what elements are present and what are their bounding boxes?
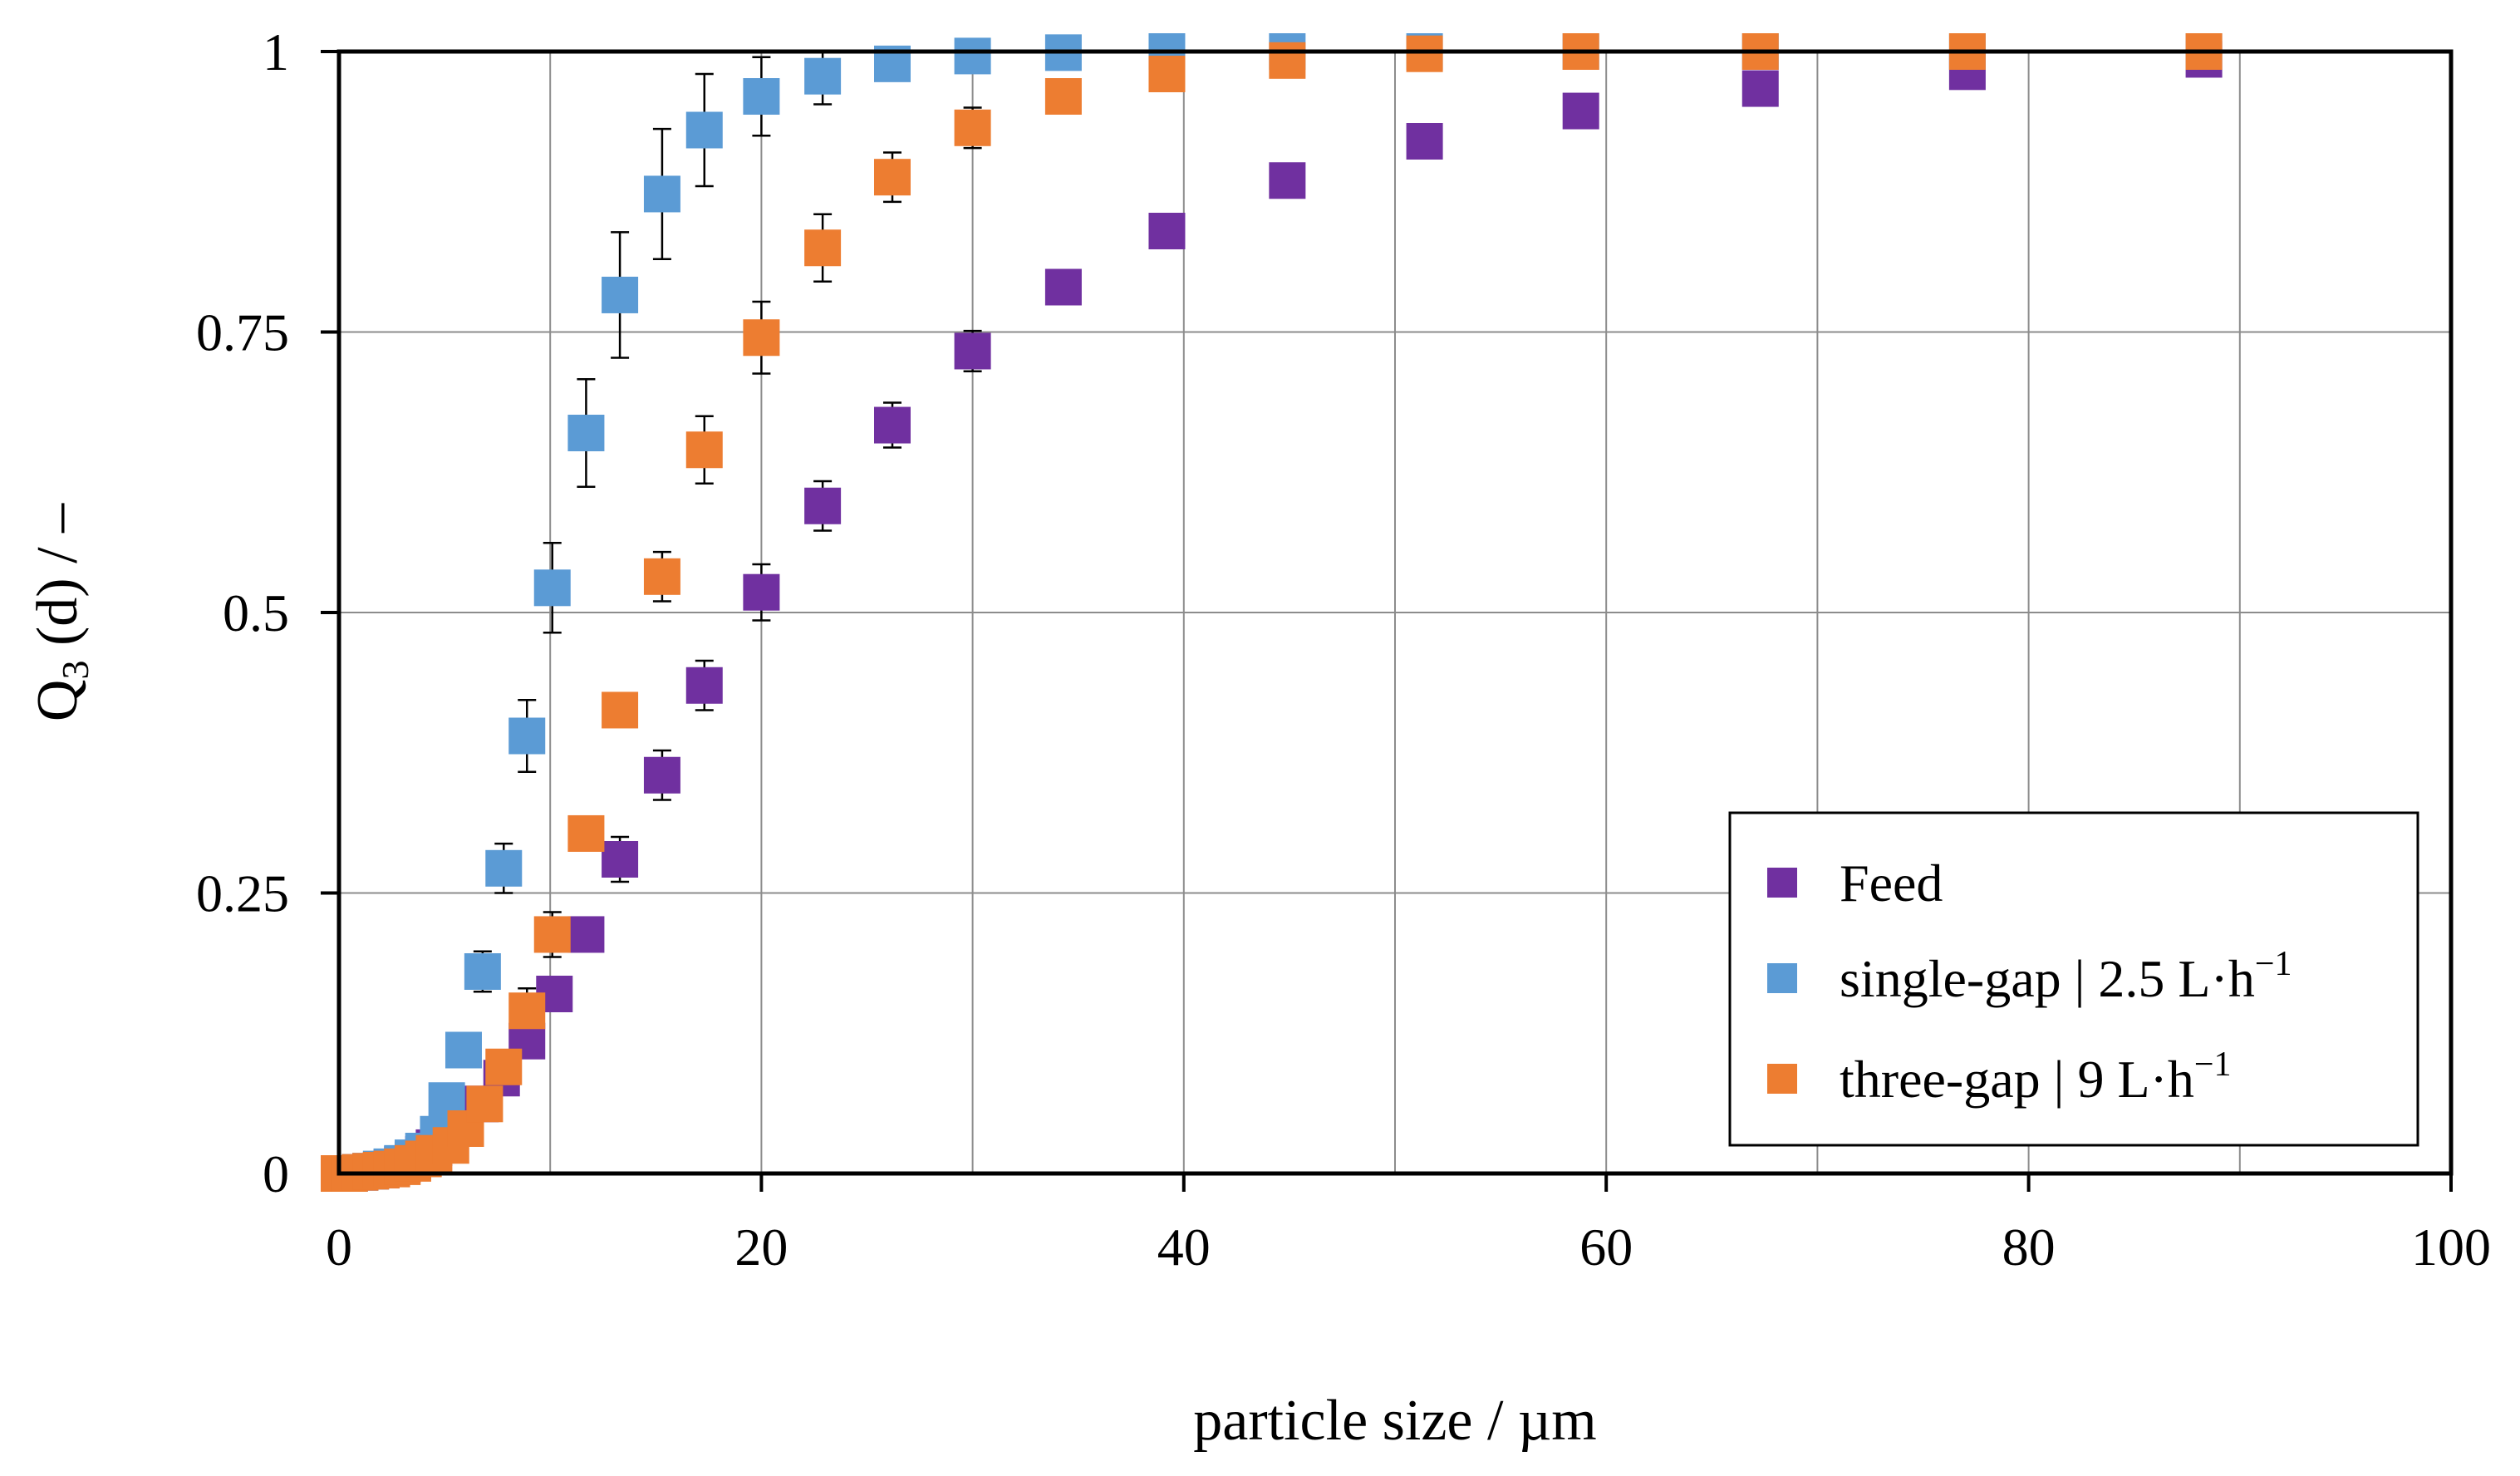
single-gap-point bbox=[954, 37, 991, 75]
x-tick-label: 80 bbox=[2002, 1218, 2056, 1277]
legend-label-single-gap-text: single-gap | 2.5 L·h bbox=[1840, 949, 2255, 1008]
feed-point bbox=[1044, 268, 1082, 306]
three-gap-point bbox=[508, 992, 546, 1030]
feed-point bbox=[685, 667, 723, 704]
three-gap-point bbox=[1406, 35, 1443, 72]
three-gap-point bbox=[485, 1048, 523, 1085]
single-gap-point bbox=[508, 717, 546, 755]
three-gap-point bbox=[874, 159, 911, 196]
y-tick-label: 0.5 bbox=[223, 583, 289, 642]
y-axis-title-subscript: 3 bbox=[54, 661, 96, 680]
x-tick-label: 100 bbox=[2411, 1218, 2491, 1277]
feed-point bbox=[954, 332, 991, 370]
legend-label-three-gap-text: three-gap | 9 L·h bbox=[1840, 1050, 2194, 1109]
legend-label-single-gap-sup: −1 bbox=[2255, 945, 2292, 983]
y-tick-label: 1 bbox=[263, 22, 289, 81]
feed-point bbox=[1148, 213, 1186, 249]
three-gap-point bbox=[602, 691, 639, 729]
single-gap-point bbox=[533, 569, 571, 607]
single-gap-point bbox=[685, 111, 723, 149]
single-gap-point bbox=[643, 175, 680, 213]
legend-label-single-gap: single-gap | 2.5 L·h−1 bbox=[1840, 945, 2292, 1008]
single-gap-point bbox=[445, 1031, 482, 1069]
three-gap-point bbox=[954, 109, 991, 146]
y-tick-label: 0.75 bbox=[196, 303, 289, 362]
legend-label-three-gap: three-gap | 9 L·h−1 bbox=[1840, 1046, 2232, 1109]
y-axis-title-rest: (d) / – bbox=[26, 503, 90, 661]
legend-swatch-three-gap bbox=[1767, 1064, 1797, 1094]
feed-point bbox=[602, 841, 639, 878]
three-gap-point bbox=[1269, 42, 1306, 79]
legend: Feed single-gap | 2.5 L·h−1 three-gap | … bbox=[1728, 811, 2419, 1147]
x-tick-label: 20 bbox=[734, 1218, 788, 1277]
x-tick-labels: 0 20 40 60 80 100 bbox=[326, 1218, 2491, 1277]
three-gap-point bbox=[643, 558, 680, 595]
three-gap-point bbox=[533, 916, 571, 953]
y-tick-label: 0.25 bbox=[196, 864, 289, 923]
three-gap-point bbox=[567, 814, 605, 852]
x-tick-label: 0 bbox=[326, 1218, 352, 1277]
three-gap-point bbox=[1148, 56, 1186, 92]
single-gap-point bbox=[602, 276, 639, 313]
x-tick-label: 60 bbox=[1579, 1218, 1633, 1277]
legend-label-three-gap-sup: −1 bbox=[2194, 1046, 2232, 1084]
legend-swatch-single-gap bbox=[1767, 963, 1797, 993]
feed-point bbox=[1741, 70, 1779, 107]
feed-point bbox=[1562, 92, 1599, 130]
legend-label-feed: Feed bbox=[1840, 854, 1943, 913]
single-gap-point bbox=[464, 953, 501, 990]
y-axis-title: Q3 (d) / – bbox=[26, 503, 96, 721]
single-gap-point bbox=[567, 415, 605, 451]
y-tick-label: 0 bbox=[263, 1144, 289, 1203]
feed-point bbox=[874, 406, 911, 444]
feed-point bbox=[1406, 123, 1443, 160]
y-tick-labels: 0 0.25 0.5 0.75 1 bbox=[196, 22, 289, 1203]
three-gap-point bbox=[685, 431, 723, 469]
legend-swatch-feed bbox=[1767, 868, 1797, 898]
three-gap-point bbox=[466, 1085, 504, 1123]
x-tick-label: 40 bbox=[1157, 1218, 1211, 1277]
three-gap-point bbox=[743, 319, 780, 357]
feed-point bbox=[567, 916, 605, 953]
three-gap-point bbox=[804, 229, 842, 267]
single-gap-point bbox=[485, 849, 523, 887]
feed-point bbox=[1269, 162, 1306, 199]
plot-frame bbox=[336, 49, 2454, 1176]
y-axis-title-main: Q bbox=[26, 680, 90, 722]
legend-box bbox=[1728, 811, 2419, 1147]
feed-point bbox=[743, 573, 780, 611]
single-gap-point bbox=[743, 78, 780, 115]
x-axis-title: particle size / µm bbox=[1193, 1389, 1596, 1453]
feed-point bbox=[643, 756, 680, 794]
feed-point bbox=[804, 487, 842, 524]
single-gap-point bbox=[804, 57, 842, 95]
three-gap-point bbox=[1044, 78, 1082, 115]
